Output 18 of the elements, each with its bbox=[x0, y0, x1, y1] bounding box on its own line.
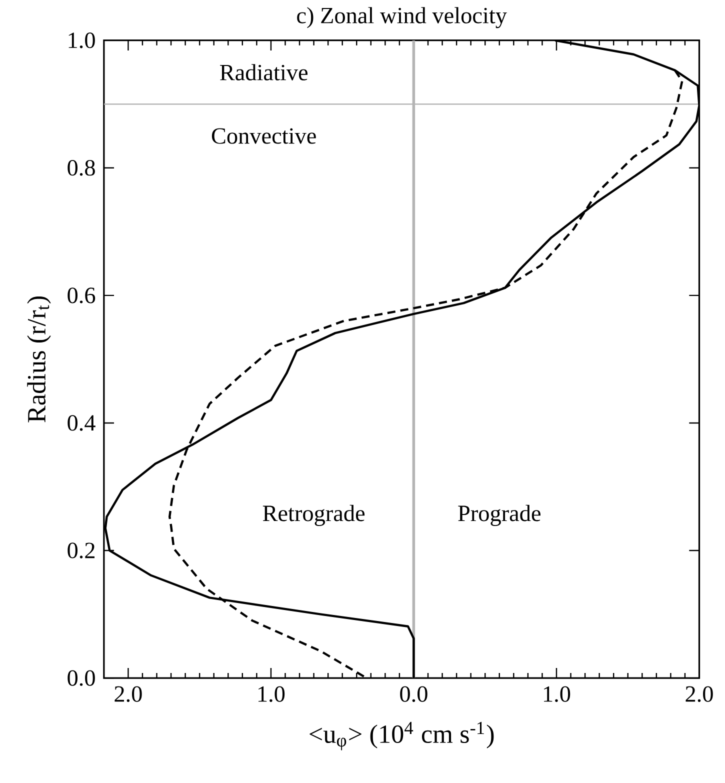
annotation: Prograde bbox=[458, 504, 540, 526]
y-axis-title: Radius (r/r$_{t}$) bbox=[26, 296, 51, 422]
chart-title: c) Zonal wind velocity bbox=[296, 7, 507, 28]
y-tick-label: 0.6 bbox=[67, 288, 95, 304]
y-tick-label: 1.0 bbox=[68, 32, 95, 48]
x-axis-title: <u$_{φ}$> (10$^{4}$ cm s$^{-1}$) bbox=[309, 722, 494, 750]
x-tick-label: 1.0 bbox=[544, 686, 570, 702]
annotation: Convective bbox=[212, 128, 316, 144]
annotation: Radiative bbox=[220, 64, 308, 80]
x-tick-label: 1.0 bbox=[258, 686, 284, 702]
annotation: Retrograde bbox=[262, 504, 364, 526]
y-tick-label: 0.0 bbox=[67, 670, 95, 686]
y-tick-label: 0.8 bbox=[67, 160, 95, 176]
y-tick-label: 0.2 bbox=[67, 542, 94, 558]
x-tick-label: 2.0 bbox=[114, 686, 142, 702]
y-tick-label: 0.4 bbox=[67, 415, 96, 431]
x-tick-label: 2.0 bbox=[686, 686, 713, 702]
x-tick-label: 0.0 bbox=[400, 686, 428, 702]
